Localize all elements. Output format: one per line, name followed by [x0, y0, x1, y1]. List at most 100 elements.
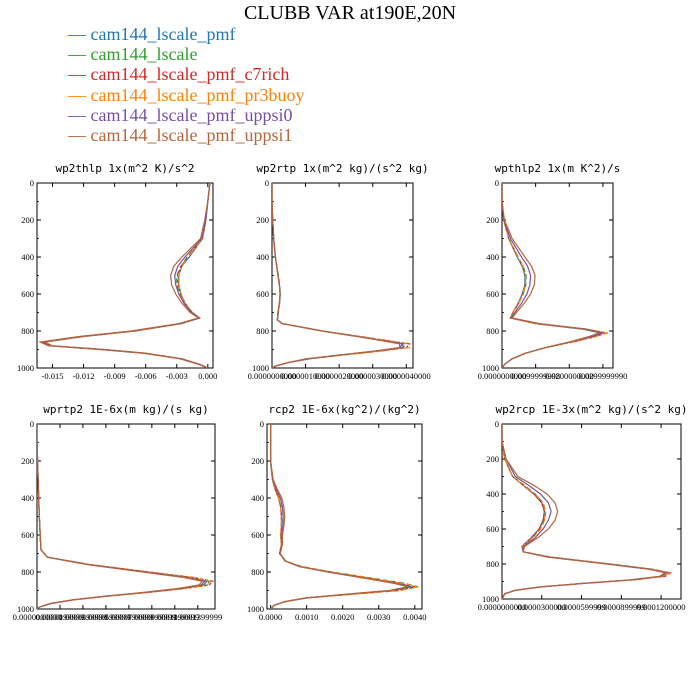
x-tick-label: -0.006 — [135, 371, 157, 381]
series-line-6 — [37, 424, 204, 609]
legend-item: — cam144_lscale_pmf_c7rich — [68, 64, 290, 85]
x-tick-label: 0.0200000000 — [545, 371, 594, 381]
panel-4: wprtp2 1E-6x(m kg)/(s kg) 0 200 400 600 800 10… — [13, 403, 223, 622]
plot-frame — [501, 182, 614, 369]
y-tick-label: 1000 — [17, 363, 34, 373]
series-line-4 — [37, 424, 212, 609]
panel-1: wp2thlp 1x(m^2 K)/s^2 0 200 400 600 800 1000 -0… — [17, 162, 217, 381]
series-line-3 — [37, 424, 214, 609]
series-line-4 — [502, 424, 671, 599]
x-tick-label: 0.0000599999 — [81, 612, 130, 622]
panel-5: rcp2 1E-6x(kg^2)/(kg^2) 0 200 400 600 800 1000… — [247, 403, 426, 622]
series-line-3 — [502, 183, 609, 368]
x-tick-label: 0.000 — [198, 371, 217, 381]
panel-title: wp2rtp 1x(m^2 kg)/(s^2 kg) — [256, 162, 428, 175]
series-line-2 — [270, 424, 419, 609]
series-line-6 — [270, 424, 408, 609]
y-tick-label: 1000 — [247, 604, 264, 614]
x-tick-label: 0.0099999998 — [511, 371, 560, 381]
x-tick-label: 0.0000000000 — [478, 371, 527, 381]
x-tick-label: 0.0000 — [259, 612, 282, 622]
y-tick-label: 400 — [21, 252, 34, 262]
y-tick-label: 0 — [495, 419, 499, 429]
x-tick-label: 0.0040 — [403, 612, 426, 622]
legend: — cam144_lscale_pmf — cam144_lscale — cam1… — [68, 24, 304, 145]
series-line-2 — [502, 183, 606, 368]
legend-item: — cam144_lscale — [68, 44, 198, 65]
x-tick-label: 0.0000000000 — [478, 602, 527, 612]
series-line-3 — [272, 183, 411, 368]
series-line-1 — [502, 183, 602, 368]
y-tick-label: 0 — [260, 419, 264, 429]
series-line-4 — [270, 424, 419, 609]
series-line-6 — [502, 424, 667, 599]
series-line-2 — [40, 183, 211, 368]
y-tick-label: 200 — [251, 456, 264, 466]
x-tick-label: 0.0000399999 — [58, 612, 107, 622]
legend-item: — cam144_lscale_pmf_uppsi0 — [68, 104, 293, 125]
y-tick-label: 600 — [486, 289, 499, 299]
series-line-1 — [42, 183, 211, 368]
x-tick-label: 0.0000799999 — [104, 612, 153, 622]
x-tick-label: 0.0001199999 — [151, 612, 200, 622]
series-line-5 — [502, 424, 668, 599]
y-tick-label: 0 — [30, 178, 34, 188]
x-tick-label: -0.009 — [104, 371, 126, 381]
y-tick-label: 800 — [251, 567, 264, 577]
y-tick-label: 1000 — [482, 594, 499, 604]
x-tick-label: 0.0020 — [331, 612, 354, 622]
y-tick-label: 400 — [486, 489, 499, 499]
panel-2: wp2rtp 1x(m^2 kg)/(s^2 kg) 0 200 400 600 800 1… — [248, 162, 431, 381]
panel-title: wp2rcp 1E-3x(m^2 kg)/(s^2 kg) — [495, 403, 687, 416]
page-title: CLUBB VAR at190E,20N — [243, 2, 457, 24]
series-line-4 — [502, 183, 609, 368]
y-tick-label: 200 — [486, 454, 499, 464]
x-tick-label: 0.0000199999 — [36, 612, 85, 622]
legend-item: — cam144_lscale_pmf_pr3buoy — [68, 84, 305, 105]
legend-item: — cam144_lscale_pmf — [68, 24, 236, 44]
series-line-2 — [502, 424, 671, 599]
series-line-5 — [38, 183, 211, 368]
x-tick-label: -0.003 — [166, 371, 188, 381]
series-line-5 — [502, 183, 606, 368]
plot-frame — [36, 182, 214, 369]
x-tick-label: 0.0000000000 — [248, 371, 297, 381]
y-tick-label: 1000 — [482, 363, 499, 373]
series-line-6 — [37, 183, 211, 368]
y-tick-label: 600 — [256, 289, 269, 299]
x-tick-label: 0.0000040000 — [382, 371, 431, 381]
panel-title: rcp2 1E-6x(kg^2)/(kg^2) — [268, 403, 420, 416]
x-tick-label: 0.0000030000 — [348, 371, 397, 381]
x-tick-label: 0.0001200000 — [637, 602, 686, 612]
panel-title: wp2thlp 1x(m^2 K)/s^2 — [55, 162, 194, 175]
series-line-3 — [502, 424, 672, 599]
y-tick-label: 600 — [251, 530, 264, 540]
y-tick-label: 200 — [21, 456, 34, 466]
panel-title: wpthlp2 1x(m K^2)/s — [495, 162, 621, 175]
plot-frame — [266, 423, 423, 610]
plot-frame — [271, 182, 414, 369]
x-tick-label: 0.0010 — [295, 612, 318, 622]
y-tick-label: 1000 — [17, 604, 34, 614]
y-tick-label: 0 — [495, 178, 499, 188]
x-tick-label: -0.012 — [73, 371, 95, 381]
y-tick-label: 400 — [251, 493, 264, 503]
y-tick-label: 0 — [30, 419, 34, 429]
legend-item: — cam144_lscale_pmf_uppsi1 — [68, 125, 293, 146]
x-tick-label: 0.0000010000 — [281, 371, 330, 381]
panel-3: wpthlp2 1x(m K^2)/s020040060080010000.00… — [478, 162, 628, 381]
plot-frame — [36, 423, 216, 610]
x-tick-label: -0.015 — [42, 371, 64, 381]
y-tick-label: 800 — [21, 326, 34, 336]
x-tick-label: 0.0000899999 — [597, 602, 646, 612]
series-line-1 — [502, 424, 668, 599]
y-tick-label: 1000 — [252, 363, 269, 373]
y-tick-label: 200 — [21, 215, 34, 225]
y-tick-label: 600 — [486, 524, 499, 534]
y-tick-label: 200 — [256, 215, 269, 225]
y-tick-label: 400 — [256, 252, 269, 262]
series-line-2 — [37, 424, 211, 609]
y-tick-label: 600 — [21, 530, 34, 540]
x-tick-label: 0.0000300000 — [517, 602, 566, 612]
